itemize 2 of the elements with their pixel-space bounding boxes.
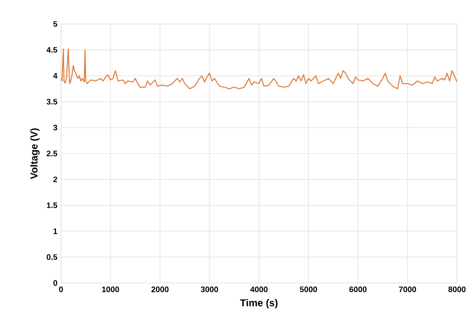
x-axis-title: Time (s) <box>240 299 278 308</box>
y-axis-title: Voltage (V) <box>30 128 40 180</box>
